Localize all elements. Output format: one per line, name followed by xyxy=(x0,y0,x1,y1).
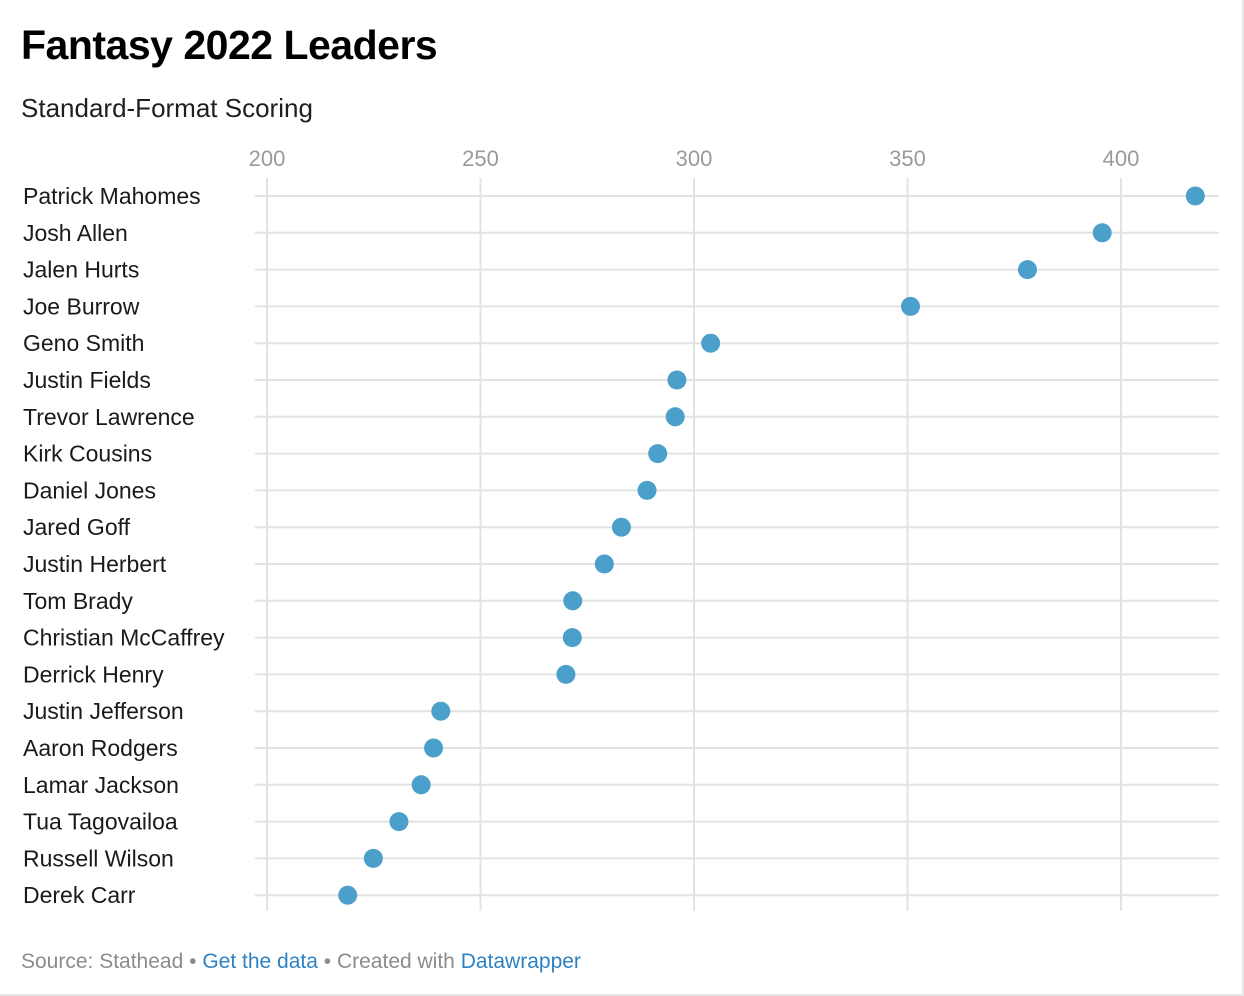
created-with-label: Created with xyxy=(336,950,455,973)
chart-title: Fantasy 2022 Leaders xyxy=(21,22,438,68)
data-point[interactable] xyxy=(389,812,409,832)
data-point[interactable] xyxy=(338,885,358,905)
data-point[interactable] xyxy=(594,554,614,574)
row-label: Joe Burrow xyxy=(23,293,140,319)
row-label: Russell Wilson xyxy=(23,845,174,871)
data-point[interactable] xyxy=(637,480,657,500)
x-tick-label: 300 xyxy=(676,146,713,171)
row-label: Derrick Henry xyxy=(23,661,164,687)
data-point[interactable] xyxy=(1092,223,1112,243)
x-tick-label: 200 xyxy=(249,146,286,171)
data-point[interactable] xyxy=(424,738,444,758)
row-label: Justin Fields xyxy=(23,367,151,393)
row-label: Tom Brady xyxy=(23,588,133,614)
row-label: Patrick Mahomes xyxy=(23,183,201,209)
row-label: Justin Jefferson xyxy=(23,698,184,724)
footer-separator: • xyxy=(189,950,197,973)
row-label: Lamar Jackson xyxy=(23,772,179,798)
data-point[interactable] xyxy=(1017,260,1037,280)
chart-subtitle: Standard-Format Scoring xyxy=(21,93,313,123)
row-label: Aaron Rodgers xyxy=(23,735,178,761)
data-point[interactable] xyxy=(562,628,582,648)
row-label: Daniel Jones xyxy=(23,477,156,503)
x-tick-label: 400 xyxy=(1103,146,1140,171)
row-label: Justin Herbert xyxy=(23,551,167,577)
grid-layer xyxy=(255,178,1219,911)
footer-separator: • xyxy=(323,950,332,973)
x-axis-ticks: 200 250 300 350 400 xyxy=(249,146,1140,171)
data-point[interactable] xyxy=(665,407,685,427)
x-tick-label: 250 xyxy=(462,146,499,171)
data-point[interactable] xyxy=(701,333,721,353)
source-label: Source: Stathead xyxy=(21,950,184,973)
get-the-data-link[interactable]: Get the data xyxy=(202,950,318,973)
data-point[interactable] xyxy=(611,517,631,537)
row-label: Trevor Lawrence xyxy=(23,404,195,430)
dot-plot: 200 250 300 350 400 Patrick Mahomes Josh Alle… xyxy=(23,146,1219,911)
data-points xyxy=(338,186,1205,905)
data-point[interactable] xyxy=(1185,186,1205,206)
row-label: Derek Carr xyxy=(23,882,136,908)
row-label: Jalen Hurts xyxy=(23,257,139,283)
data-point[interactable] xyxy=(648,444,668,464)
row-label: Kirk Cousins xyxy=(23,441,152,467)
row-labels: Patrick Mahomes Josh Allen Jalen Hurts Joe … xyxy=(23,183,225,908)
datawrapper-link[interactable]: Datawrapper xyxy=(460,950,581,973)
data-point[interactable] xyxy=(363,848,383,868)
row-label: Jared Goff xyxy=(23,514,131,540)
data-point[interactable] xyxy=(431,701,451,721)
data-point[interactable] xyxy=(667,370,687,390)
data-point[interactable] xyxy=(900,296,920,316)
row-label: Christian McCaffrey xyxy=(23,625,225,651)
row-label: Geno Smith xyxy=(23,330,144,356)
row-label: Josh Allen xyxy=(23,220,128,246)
row-label: Tua Tagovailoa xyxy=(23,809,178,835)
data-point[interactable] xyxy=(563,591,583,611)
chart-footer: Source: Stathead • Get the data • Create… xyxy=(21,950,581,974)
data-point[interactable] xyxy=(411,775,431,795)
data-point[interactable] xyxy=(556,664,576,684)
x-tick-label: 350 xyxy=(889,146,926,171)
